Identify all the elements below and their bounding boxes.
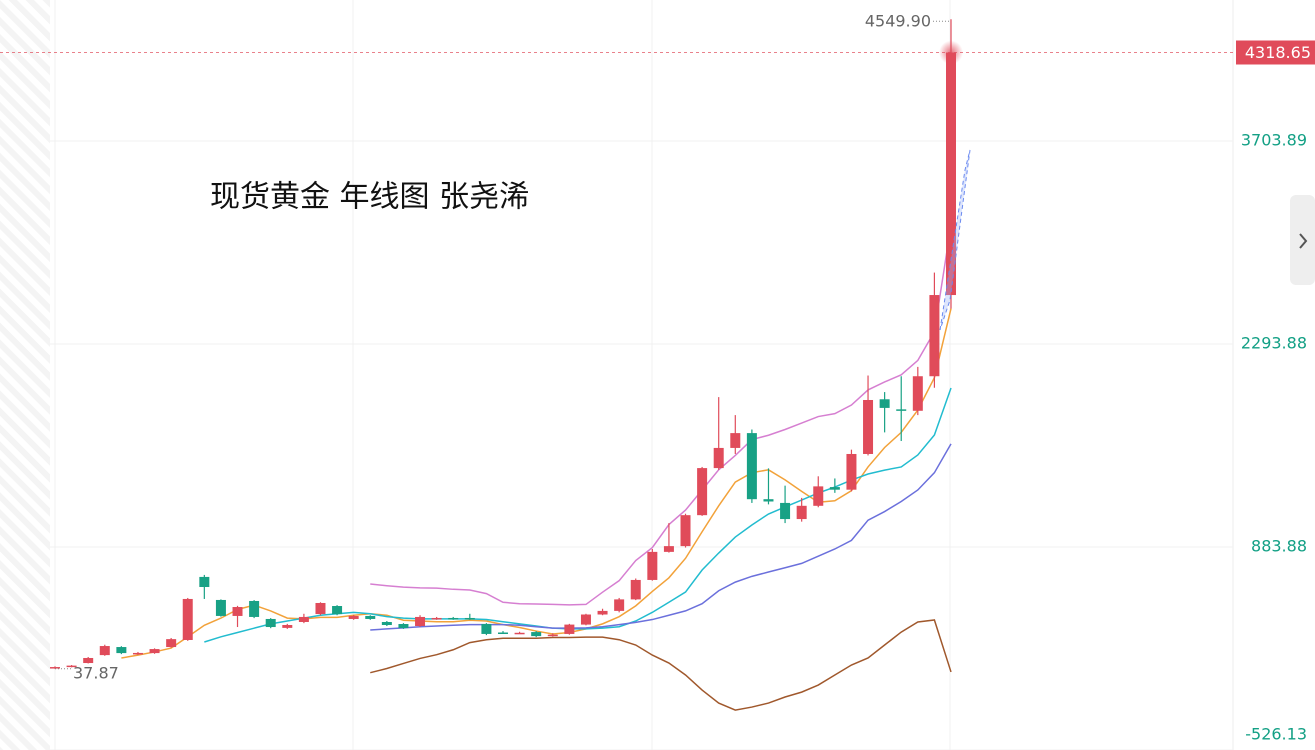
candle-body	[863, 399, 874, 454]
candle-body	[498, 632, 508, 635]
candle-body	[680, 515, 691, 547]
candle-body	[199, 576, 210, 588]
low-label: 37.87	[73, 663, 119, 682]
candle-body	[730, 433, 741, 448]
candle-body	[763, 499, 774, 502]
candle-body	[597, 610, 608, 615]
history-limit	[0, 0, 50, 750]
candle-body	[116, 647, 127, 654]
moving-average-line	[370, 619, 952, 711]
candle-body	[896, 409, 907, 411]
candle-body	[149, 649, 160, 654]
candle-body	[448, 617, 459, 620]
candle-body	[348, 615, 359, 619]
candle-body	[50, 667, 60, 669]
candle-body	[415, 616, 426, 627]
moving-average-line	[204, 387, 952, 643]
candle-body	[829, 487, 840, 490]
moving-average-line	[370, 224, 952, 606]
candle-body	[514, 632, 525, 635]
candle-body	[796, 505, 807, 520]
candle-body	[282, 625, 293, 628]
candle-body	[746, 433, 757, 500]
candle-body	[464, 617, 475, 620]
y-tick-label: 883.88	[1251, 537, 1307, 556]
last-price-glow	[939, 40, 963, 65]
expand-tab[interactable]	[1290, 195, 1315, 285]
candle-body	[365, 615, 376, 619]
candle-body	[99, 646, 110, 656]
last-price-box	[1236, 40, 1315, 65]
candle-body	[564, 624, 575, 634]
candle-body	[166, 639, 177, 648]
candle-body	[547, 634, 558, 637]
candle-body	[630, 579, 641, 600]
candle-body	[647, 551, 658, 580]
moving-average-line	[370, 443, 952, 631]
candle-body	[332, 606, 343, 615]
candle-body	[249, 600, 260, 617]
candle-body	[663, 546, 674, 552]
candle-body	[215, 599, 226, 616]
candle-body	[431, 617, 442, 620]
drawing-tool	[939, 149, 971, 331]
candle-body	[132, 652, 143, 655]
y-tick-label: -526.13	[1245, 725, 1307, 744]
candle-body	[929, 295, 940, 377]
candle-body	[946, 52, 956, 296]
candle-body	[83, 657, 94, 664]
candle-body	[813, 486, 824, 506]
candle-body	[846, 453, 857, 490]
high-label: 4549.90	[865, 12, 931, 31]
y-tick-label: 2293.88	[1241, 334, 1307, 353]
candle-body	[580, 614, 591, 625]
plot: 4549.90 37.87	[0, 12, 1233, 750]
candle-body	[912, 376, 923, 411]
candle-body	[66, 665, 77, 668]
candle-body	[398, 624, 409, 629]
candle-body	[232, 607, 243, 616]
candle-body	[481, 624, 492, 634]
candle-body	[182, 598, 193, 640]
y-tick-label: 3703.89	[1241, 131, 1307, 150]
candle-body	[780, 502, 791, 520]
moving-average-line	[121, 308, 952, 659]
candle-body	[879, 399, 890, 408]
last-price-label: 4318.65	[1245, 43, 1311, 62]
chart-title: 现货黄金 年线图 张尧浠	[210, 180, 529, 215]
candle-body	[381, 621, 392, 626]
expand-arrow	[1299, 233, 1308, 249]
candle-body	[315, 602, 326, 615]
candle-body	[531, 632, 542, 637]
candle-body	[265, 618, 276, 628]
candle-body	[697, 468, 708, 516]
candle-body	[298, 616, 309, 622]
candle-body	[614, 599, 625, 611]
candle-body	[713, 447, 724, 469]
